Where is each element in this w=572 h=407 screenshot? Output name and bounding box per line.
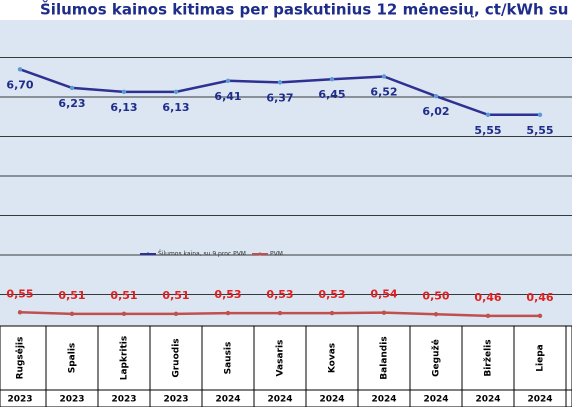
year-label: 2023: [111, 395, 136, 405]
x-tick-label: Kovas: [328, 343, 338, 373]
x-tick-label: Spalis: [68, 343, 78, 374]
point: [225, 310, 231, 316]
point: [225, 78, 231, 84]
value-label: 6,13: [110, 101, 137, 114]
point: [69, 85, 75, 91]
year-label: 2023: [7, 395, 32, 405]
point: [485, 112, 491, 117]
point: [485, 313, 491, 319]
value-label: 0,51: [58, 289, 85, 302]
point: [173, 311, 179, 317]
x-tick-label: Gruodis: [172, 338, 182, 377]
value-label: 5,55: [526, 124, 553, 137]
point: [381, 74, 387, 79]
value-label: 6,70: [6, 78, 33, 91]
value-label: 6,45: [318, 88, 345, 101]
legend-label: PVM: [270, 251, 283, 258]
year-label: 2024: [319, 395, 344, 405]
point: [69, 311, 75, 317]
year-label: 2024: [371, 395, 396, 405]
year-label: 2024: [267, 395, 292, 405]
value-label: 6,23: [58, 97, 85, 110]
x-tick-label: Sausis: [224, 342, 234, 375]
value-label: 0,51: [110, 289, 137, 302]
point: [433, 94, 439, 99]
point: [17, 67, 23, 72]
year-label: 2024: [475, 395, 500, 405]
x-tick-label: Liepa: [536, 344, 546, 371]
point: [537, 112, 543, 117]
point: [329, 77, 335, 82]
x-tick-label: Gegužė: [432, 339, 442, 377]
x-tick-label: Lapkritis: [120, 336, 130, 381]
point: [121, 89, 127, 95]
point: [277, 80, 283, 85]
point: [277, 310, 283, 316]
year-label: 2023: [163, 395, 188, 405]
value-label: 6,52: [370, 85, 397, 98]
point: [121, 311, 127, 317]
x-tick-label: Rugsėjis: [16, 337, 26, 380]
point: [17, 310, 23, 315]
point: [537, 313, 543, 319]
legend-marker: [146, 252, 150, 256]
legend-marker: [258, 252, 262, 256]
x-tick-label: Balandis: [380, 336, 390, 379]
value-label: 6,13: [162, 101, 189, 114]
year-label: 2024: [527, 395, 552, 405]
value-label: 0,54: [370, 288, 397, 301]
point: [329, 310, 335, 316]
value-label: 0,46: [474, 291, 501, 304]
value-label: 0,51: [162, 289, 189, 302]
point: [433, 312, 439, 317]
value-label: 0,55: [6, 287, 33, 300]
value-label: 0,46: [526, 291, 553, 304]
year-label: 2024: [215, 395, 240, 405]
x-tick-label: Birželis: [484, 339, 494, 376]
value-label: 6,02: [422, 105, 449, 118]
x-tick-label: Vasaris: [276, 340, 286, 377]
plot-area: [0, 20, 572, 326]
point: [173, 89, 179, 95]
year-label: 2023: [59, 395, 84, 405]
axis-table: [0, 325, 572, 407]
point: [381, 310, 387, 315]
value-label: 0,53: [318, 288, 345, 301]
value-label: 6,37: [266, 91, 293, 104]
value-label: 5,55: [474, 124, 501, 137]
value-label: 0,53: [214, 288, 241, 301]
legend-label: Šilumos kaina, su 9 proc.PVM: [158, 251, 246, 258]
value-label: 0,53: [266, 288, 293, 301]
value-label: 6,41: [214, 90, 241, 103]
year-label: 2024: [423, 395, 448, 405]
value-label: 0,50: [422, 289, 449, 302]
chart-title: Šilumos kainos kitimas per paskutinius 1…: [40, 0, 572, 19]
